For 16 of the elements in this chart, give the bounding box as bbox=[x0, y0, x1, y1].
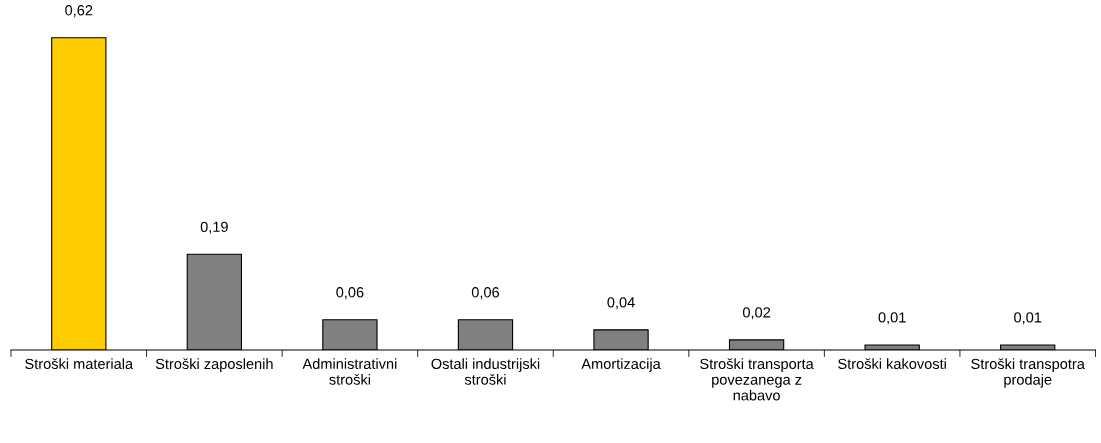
data-label: 0,02 bbox=[742, 307, 771, 320]
x-tick-label: Stroški kakovosti bbox=[838, 358, 946, 370]
data-label: 0,62 bbox=[65, 5, 93, 18]
data-label: 0,01 bbox=[1014, 312, 1042, 325]
x-tick-label: Administrativni stroški bbox=[302, 358, 397, 385]
x-tick-label: Stroški materiala bbox=[25, 358, 134, 370]
x-tick-label: Ostali industrijski stroški bbox=[431, 358, 540, 385]
x-tick-label: Stroški transporta povezanega z nabavo bbox=[700, 358, 814, 401]
data-label: 0,19 bbox=[200, 221, 228, 234]
x-tick-label: Stroški zaposlenih bbox=[155, 358, 273, 372]
data-label: 0,06 bbox=[471, 287, 500, 300]
data-label: 0,01 bbox=[878, 312, 906, 325]
data-label: 0,06 bbox=[336, 287, 364, 300]
data-label: 0,04 bbox=[607, 297, 635, 310]
x-tick-label: Stroški transpotra prodaje bbox=[971, 358, 1085, 388]
x-tick-label: Amortizacija bbox=[581, 358, 661, 372]
